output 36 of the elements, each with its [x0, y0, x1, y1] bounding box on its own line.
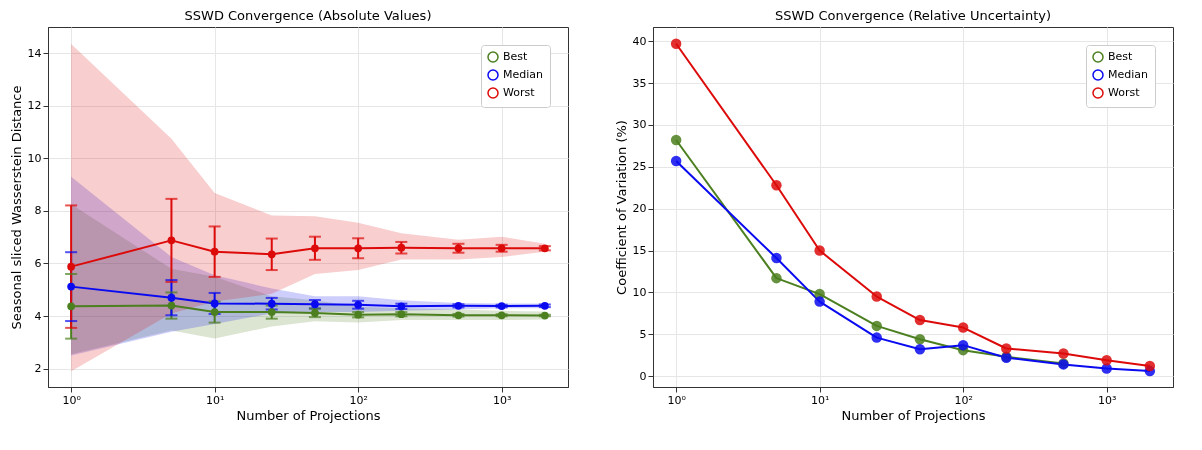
- x-tick-label: 10¹: [810, 393, 830, 407]
- y-tick-label: 6: [34, 257, 42, 270]
- y-axis-title: Coefficient of Variation (%): [613, 120, 629, 295]
- y-tick-label: 35: [632, 76, 647, 90]
- legend-label: Best: [1108, 50, 1134, 63]
- y-tick-label: 5: [639, 327, 647, 341]
- legend-label: Worst: [1108, 86, 1141, 99]
- y-tick-label: 2: [34, 362, 42, 376]
- y-tick-label: 25: [632, 160, 647, 174]
- y-tick-label: 0: [639, 369, 647, 383]
- x-tick-label: 10¹: [205, 393, 225, 407]
- x-axis-title: Number of Projections: [236, 407, 381, 423]
- y-tick-label: 40: [632, 34, 647, 48]
- x-tick-label: 10³: [1097, 393, 1117, 407]
- x-tick-label: 10⁰: [667, 393, 687, 407]
- legend-label: Worst: [503, 86, 536, 99]
- x-tick-label: 10⁰: [62, 393, 82, 407]
- x-axis-title: Number of Projections: [841, 407, 986, 423]
- y-tick-label: 4: [34, 309, 42, 323]
- y-tick-label: 20: [632, 202, 647, 216]
- legend-label: Best: [503, 50, 529, 63]
- x-tick-label: 10³: [492, 393, 512, 407]
- y-tick-label: 12: [27, 99, 42, 113]
- y-tick-label: 8: [34, 204, 42, 218]
- legend-label: Median: [503, 68, 544, 81]
- chart-title: SSWD Convergence (Absolute Values): [184, 8, 432, 23]
- y-tick-label: 15: [632, 244, 647, 258]
- y-tick-label: 14: [27, 46, 42, 60]
- chart-title: SSWD Convergence (Relative Uncertainty): [775, 8, 1051, 23]
- y-tick-label: 10: [632, 285, 647, 299]
- legend-label: Median: [1108, 68, 1149, 81]
- y-tick-label: 30: [632, 118, 647, 132]
- y-tick-label: 10: [27, 151, 42, 165]
- x-tick-label: 10²: [349, 393, 368, 407]
- x-tick-label: 10²: [954, 393, 973, 407]
- y-axis-title: Seasonal sliced Wasserstein Distance: [8, 85, 24, 330]
